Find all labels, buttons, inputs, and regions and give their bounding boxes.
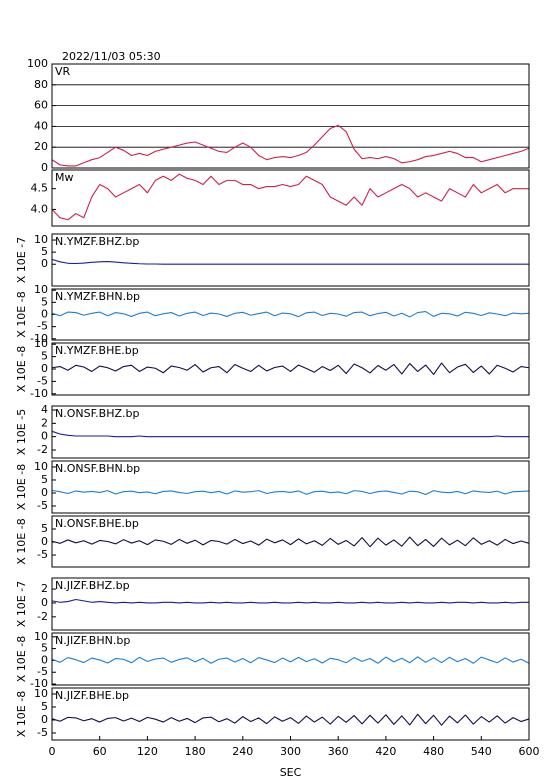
trace <box>51 362 530 375</box>
x-tick-label: 360 <box>328 745 349 758</box>
y-tick-label: -5 <box>37 726 48 739</box>
panel-title: N.YMZF.BHZ.bp <box>55 235 139 248</box>
y-tick-label: 0 <box>41 257 48 270</box>
y-tick-label: -5 <box>37 665 48 678</box>
x-tick-label: 240 <box>232 745 253 758</box>
y-tick-label: 4 <box>41 403 48 416</box>
y-tick-label: -10 <box>30 677 48 690</box>
y-tick-label: 5 <box>41 642 48 655</box>
y-tick-label: -10 <box>30 332 48 345</box>
y-axis-label: X 10E -8 <box>15 464 28 510</box>
trace <box>51 489 530 496</box>
y-tick-label: 4.5 <box>31 182 49 195</box>
y-tick-label: 10 <box>34 283 48 296</box>
y-tick-label: 0 <box>41 535 48 548</box>
y-tick-label: 4.0 <box>31 202 49 215</box>
y-tick-label: -10 <box>30 387 48 400</box>
y-tick-label: 80 <box>34 78 48 91</box>
trace <box>51 124 530 167</box>
panel-title: N.ONSF.BHZ.bp <box>55 407 139 420</box>
y-axis-label: X 10E -8 <box>15 346 28 392</box>
panel-title: N.JIZF.BHE.bp <box>55 689 129 702</box>
y-tick-label: 40 <box>34 119 48 132</box>
y-axis-label: X 10E -7 <box>15 237 28 283</box>
panel-frame <box>51 288 530 341</box>
y-tick-label: 0 <box>41 486 48 499</box>
y-tick-label: 10 <box>34 233 48 246</box>
trace <box>51 258 529 265</box>
y-tick-label: 5 <box>41 245 48 258</box>
x-tick-label: 0 <box>49 745 56 758</box>
panel-title: VR <box>55 65 71 78</box>
panel-title: N.JIZF.BHZ.bp <box>55 579 130 592</box>
x-tick-label: 600 <box>519 745 540 758</box>
panel-frame <box>51 169 530 227</box>
y-tick-label: 2 <box>41 582 48 595</box>
panel-title: N.JIZF.BHN.bp <box>55 634 130 647</box>
x-tick-label: 420 <box>375 745 396 758</box>
panel-frame <box>51 632 530 686</box>
y-tick-label: 100 <box>27 57 48 70</box>
y-tick-label: -2 <box>37 443 48 456</box>
y-tick-label: 0 <box>41 308 48 321</box>
panel-frame <box>51 405 530 459</box>
trace <box>51 598 529 604</box>
y-axis-label: X 10E -5 <box>15 409 28 455</box>
panel-title: N.ONSF.BHN.bp <box>55 462 140 475</box>
panel-frame <box>51 233 530 287</box>
panel-frame <box>51 460 530 514</box>
trace <box>51 713 530 726</box>
y-tick-label: 20 <box>34 140 48 153</box>
x-axis-label: SEC <box>280 766 302 779</box>
y-tick-label: 5 <box>41 473 48 486</box>
trace <box>51 536 530 548</box>
y-tick-label: 10 <box>34 337 48 350</box>
trace <box>51 430 529 438</box>
x-tick-label: 300 <box>280 745 301 758</box>
x-tick-label: 60 <box>93 745 107 758</box>
y-tick-label: -5 <box>37 320 48 333</box>
y-tick-label: 0 <box>41 713 48 726</box>
y-tick-label: 2 <box>41 416 48 429</box>
y-axis-label: X 10E -8 <box>15 636 28 682</box>
y-tick-label: 5 <box>41 700 48 713</box>
y-tick-label: 10 <box>34 630 48 643</box>
y-tick-label: 5 <box>41 522 48 535</box>
page-title: 2022/11/03 05:30 <box>62 50 161 63</box>
y-tick-label: 0 <box>41 161 48 174</box>
trace <box>51 656 530 664</box>
trace <box>51 311 530 318</box>
y-tick-label: 10 <box>34 460 48 473</box>
y-tick-label: 0 <box>41 362 48 375</box>
trace <box>51 173 529 221</box>
panel-title: N.YMZF.BHE.bp <box>55 344 139 357</box>
y-axis-label: X 10E -7 <box>15 581 28 627</box>
y-tick-label: 5 <box>41 295 48 308</box>
y-tick-label: 60 <box>34 99 48 112</box>
panel-frame <box>51 577 530 631</box>
panel-title: Mw <box>55 171 74 184</box>
y-axis-label: X 10E -8 <box>15 691 28 737</box>
panel-frame <box>51 63 530 169</box>
y-tick-label: -5 <box>37 374 48 387</box>
y-tick-label: 0 <box>41 653 48 666</box>
y-tick-label: 0 <box>41 596 48 609</box>
y-axis-label: X 10E -8 <box>15 518 28 564</box>
x-tick-label: 120 <box>137 745 158 758</box>
y-tick-label: -5 <box>37 499 48 512</box>
panel-title: N.YMZF.BHN.bp <box>55 290 140 303</box>
x-tick-label: 480 <box>423 745 444 758</box>
y-tick-label: 5 <box>41 350 48 363</box>
y-tick-label: -2 <box>37 610 48 623</box>
panel-frame <box>51 515 530 568</box>
x-tick-label: 540 <box>471 745 492 758</box>
y-axis-label: X 10E -8 <box>15 291 28 337</box>
y-tick-label: 10 <box>34 687 48 700</box>
y-tick-label: 0 <box>41 430 48 443</box>
panel-title: N.ONSF.BHE.bp <box>55 517 139 530</box>
panel-frame <box>51 342 530 396</box>
x-tick-label: 180 <box>185 745 206 758</box>
y-tick-label: -5 <box>37 548 48 561</box>
